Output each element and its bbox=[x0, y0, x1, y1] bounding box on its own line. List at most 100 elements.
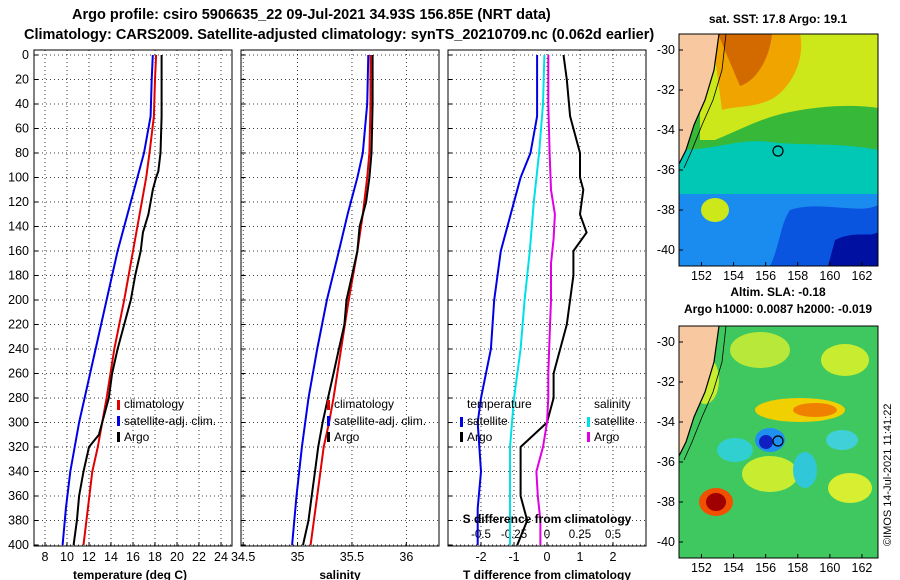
map-lon-tick-label: 160 bbox=[819, 561, 840, 575]
series-line-temperature-argo bbox=[516, 54, 588, 546]
difference-x-tick-label: 0 bbox=[544, 550, 551, 564]
difference-x-tick-label: -1 bbox=[508, 550, 519, 564]
map-lat-tick-label: -40 bbox=[657, 535, 675, 549]
temperature-x-tick-label: 24 bbox=[214, 550, 228, 564]
temperature-x-tick-label: 16 bbox=[126, 550, 140, 564]
sla-low-eddy-core bbox=[759, 435, 773, 449]
map-lat-tick-label: -34 bbox=[657, 123, 675, 137]
sst-land bbox=[679, 34, 719, 164]
legend-swatch-argo bbox=[117, 432, 120, 442]
sst-deep-cold-patch bbox=[828, 232, 878, 266]
series-line-climatology bbox=[82, 54, 158, 546]
depth-tick-label: 400 bbox=[8, 538, 29, 552]
temperature-x-tick-label: 20 bbox=[170, 550, 184, 564]
map-lat-tick-label: -30 bbox=[657, 43, 675, 57]
sst-coastline bbox=[679, 34, 720, 165]
sla-patch bbox=[730, 332, 790, 368]
difference-x-tick-label: 2 bbox=[610, 550, 617, 564]
sst-map-ticks: 152 154 156 158 160 162 -30 -32 -34 -36 -38 -40 bbox=[657, 43, 873, 283]
title-line-1: Argo profile: csiro 5906635_22 09-Jul-20… bbox=[72, 7, 551, 23]
sst-map-title: sat. SST: 17.8 Argo: 19.1 bbox=[709, 12, 848, 26]
depth-tick-label: 160 bbox=[8, 244, 29, 258]
series-line-argo bbox=[72, 55, 163, 546]
difference-x-tick-label: 1 bbox=[577, 550, 584, 564]
legend-swatch-argo bbox=[327, 432, 330, 442]
imos-timestamp: ©IMOS 14-Jul-2021 11:41:22 bbox=[882, 404, 894, 546]
series-line-climatology bbox=[309, 55, 372, 546]
sla-map-ticks: 152 154 156 158 160 162 -30 -32 -34 -36 -38 -40 bbox=[657, 335, 873, 575]
sla-high-eddy-core bbox=[706, 493, 726, 511]
depth-tick-label: 140 bbox=[8, 220, 29, 234]
map-lat-tick-label: -34 bbox=[657, 415, 675, 429]
map-lon-tick-label: 152 bbox=[691, 561, 712, 575]
temperature-x-tick-label: 22 bbox=[192, 550, 206, 564]
sla-patch bbox=[793, 452, 817, 488]
difference-legend: temperature satellite Argo salinity sate… bbox=[460, 397, 635, 444]
legend-label-s-argo: Argo bbox=[594, 430, 620, 444]
sla-patch bbox=[717, 438, 753, 462]
depth-tick-label: 60 bbox=[15, 122, 29, 136]
depth-tick-label: 320 bbox=[8, 440, 29, 454]
legend-label-s-satellite: satellite bbox=[594, 414, 635, 428]
map-lat-tick-label: -32 bbox=[657, 83, 675, 97]
sla-patch bbox=[793, 403, 837, 417]
sla-map: Altim. SLA: -0.18 Argo h1000: 0.0087 h20… bbox=[657, 285, 879, 575]
legend-label-t-argo: Argo bbox=[467, 430, 493, 444]
salinity-legend: climatology satellite-adj. clim. Argo bbox=[327, 397, 426, 444]
map-lon-tick-label: 152 bbox=[691, 269, 712, 283]
sla-coastline bbox=[679, 326, 720, 457]
sst-map: sat. SST: 17.8 Argo: 19.1 152 154 156 158 16… bbox=[657, 12, 879, 283]
series-line-salinity-satellite bbox=[509, 54, 546, 545]
difference-profile-panel: -2 -1 0 1 2-0.5 -0.25 0 0.25 0.5 bbox=[447, 49, 647, 564]
map-lat-tick-label: -40 bbox=[657, 243, 675, 257]
title-line-2: Climatology: CARS2009. Satellite-adjuste… bbox=[24, 27, 654, 43]
map-lon-tick-label: 156 bbox=[755, 269, 776, 283]
map-lon-tick-label: 162 bbox=[852, 561, 873, 575]
legend-label-argo: Argo bbox=[124, 430, 150, 444]
secondary-x-tick-label: 0.5 bbox=[605, 529, 621, 541]
temperature-x-tick-label: 14 bbox=[104, 550, 118, 564]
map-lat-tick-label: -38 bbox=[657, 203, 675, 217]
legend-label-satellite: satellite-adj. clim. bbox=[124, 414, 216, 428]
map-lat-tick-label: -38 bbox=[657, 495, 675, 509]
salinity-profile-panel: 34.5 35 35.5 36 bbox=[231, 49, 440, 564]
legend-swatch-s-satellite bbox=[587, 417, 590, 427]
legend-label-t-satellite: satellite bbox=[467, 414, 508, 428]
salinity-xlabel: salinity bbox=[319, 568, 361, 580]
temperature-xlabel: temperature (deg C) bbox=[73, 568, 187, 580]
depth-tick-label: 120 bbox=[8, 195, 29, 209]
depth-tick-label: 240 bbox=[8, 342, 29, 356]
depth-tick-label: 40 bbox=[15, 97, 29, 111]
sla-map-title-line-2: Argo h1000: 0.0087 h2000: -0.019 bbox=[684, 302, 872, 316]
map-lat-tick-label: -36 bbox=[657, 163, 675, 177]
series-line-temperature-satellite bbox=[476, 55, 539, 545]
legend-swatch-t-argo bbox=[460, 432, 463, 442]
depth-tick-label: 280 bbox=[8, 391, 29, 405]
sla-patch bbox=[821, 344, 869, 376]
sst-warm-eddy bbox=[701, 198, 729, 222]
sla-map-frame bbox=[678, 325, 879, 559]
legend-swatch-climatology bbox=[117, 400, 120, 410]
sla-shelf-contour bbox=[683, 326, 727, 461]
map-lon-tick-label: 162 bbox=[852, 269, 873, 283]
legend-swatch-t-satellite bbox=[460, 417, 463, 427]
legend-label-satellite: satellite-adj. clim. bbox=[334, 414, 426, 428]
depth-tick-label: 340 bbox=[8, 465, 29, 479]
depth-tick-label: 0 bbox=[22, 48, 29, 62]
sst-band-dark-orange bbox=[718, 34, 772, 86]
sla-map-field bbox=[679, 326, 878, 558]
temperature-x-tick-label: 18 bbox=[148, 550, 162, 564]
legend-swatch-s-argo bbox=[587, 432, 590, 442]
difference-secondary-xlabel: S difference from climatology bbox=[463, 512, 632, 526]
salinity-x-tick-label: 35.5 bbox=[340, 550, 364, 564]
depth-tick-label: 380 bbox=[8, 514, 29, 528]
map-lon-tick-label: 158 bbox=[787, 561, 808, 575]
secondary-x-tick-label: 0.25 bbox=[569, 529, 591, 541]
secondary-x-tick-label: -0.5 bbox=[471, 529, 491, 541]
sst-map-field bbox=[679, 34, 878, 266]
map-lon-tick-label: 158 bbox=[787, 269, 808, 283]
depth-tick-label: 100 bbox=[8, 171, 29, 185]
depth-tick-label: 260 bbox=[8, 367, 29, 381]
legend-label-argo: Argo bbox=[334, 430, 360, 444]
depth-tick-label: 300 bbox=[8, 416, 29, 430]
